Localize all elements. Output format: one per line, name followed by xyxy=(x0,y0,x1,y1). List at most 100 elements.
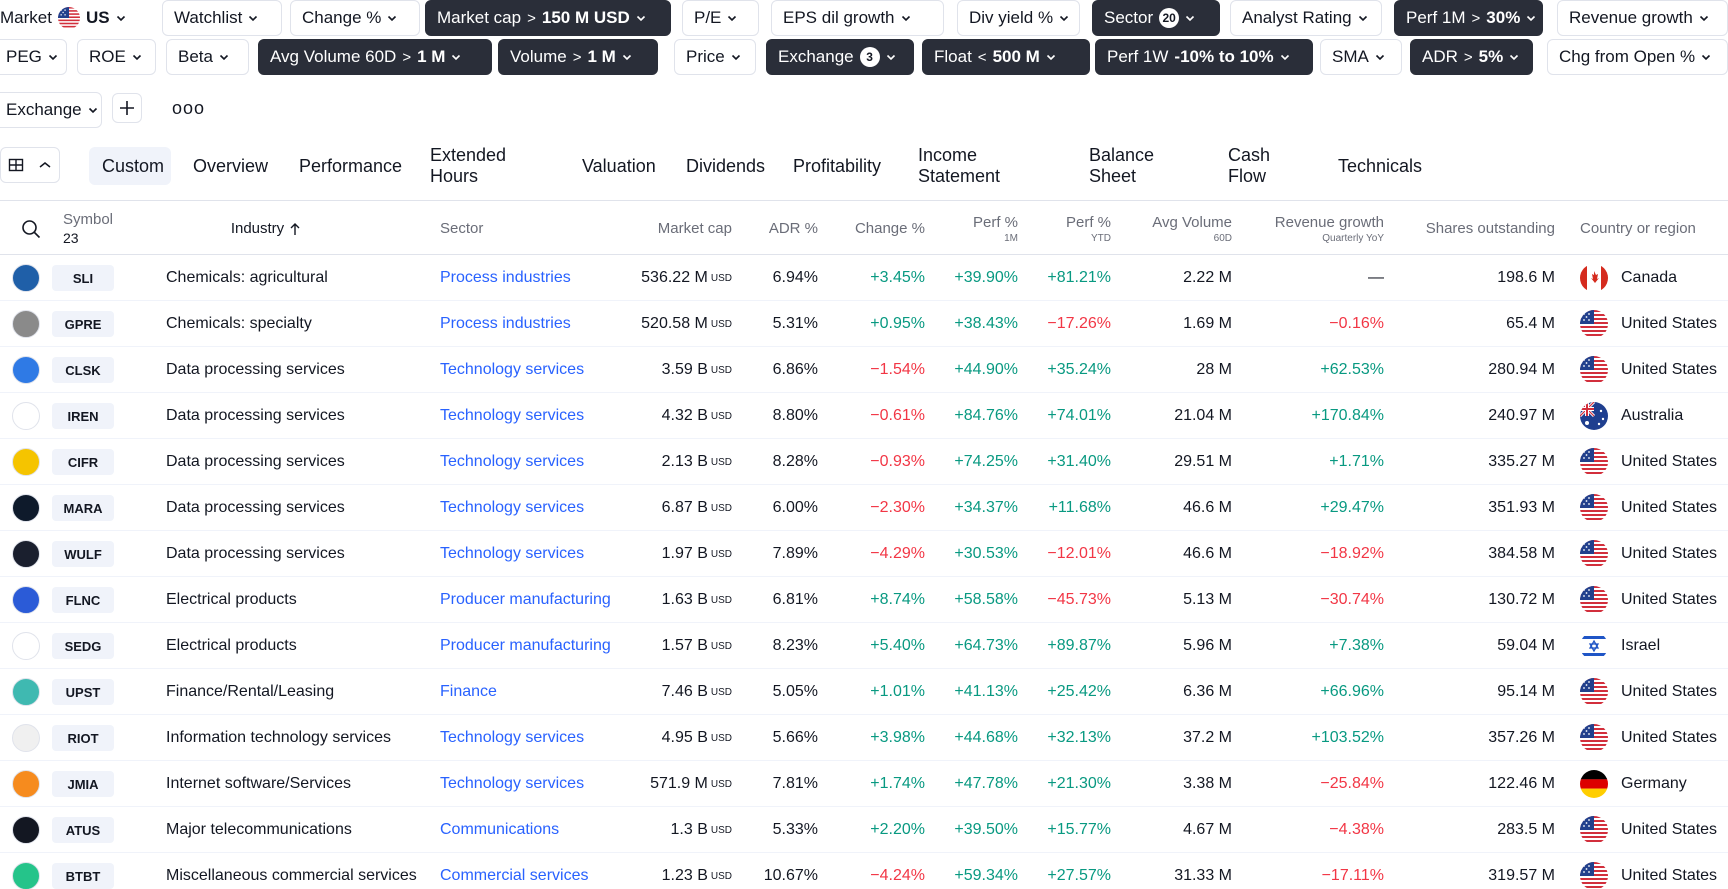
symbol-link[interactable]: BTBT xyxy=(52,863,114,889)
table-row[interactable]: GPRE Chemicals: specialty Process indust… xyxy=(0,301,1728,347)
filter-sector[interactable]: Sector 20 xyxy=(1092,0,1220,36)
sector-link[interactable]: Technology services xyxy=(440,361,585,378)
filter-float[interactable]: Float <500 M xyxy=(922,39,1090,75)
symbol-link[interactable]: CIFR xyxy=(52,449,114,475)
adr-cell: 7.81% xyxy=(772,775,818,792)
symbol-link[interactable]: SEDG xyxy=(52,633,114,659)
tab-profitability[interactable]: Profitability xyxy=(793,155,882,176)
filter-volume[interactable]: Volume >1 M xyxy=(498,39,658,75)
sector-link[interactable]: Process industries xyxy=(440,315,571,332)
sector-link[interactable]: Technology services xyxy=(440,499,585,516)
filter-exchange[interactable]: Exchange xyxy=(0,92,102,128)
table-row[interactable]: BTBT Miscellaneous commercial services C… xyxy=(0,853,1728,889)
sector-link[interactable]: Process industries xyxy=(440,269,571,286)
filter-market-cap[interactable]: Market cap >150 M USD xyxy=(425,0,671,36)
tab-dividends[interactable]: Dividends xyxy=(686,155,766,176)
symbol-link[interactable]: ATUS xyxy=(52,817,114,843)
filter-analyst-rating[interactable]: Analyst Rating xyxy=(1230,0,1382,36)
header-revenue-growth[interactable]: Revenue growth Quarterly YoY xyxy=(1250,201,1384,256)
filter-roe[interactable]: ROE xyxy=(77,39,156,75)
table-row[interactable]: FLNC Electrical products Producer manufa… xyxy=(0,577,1728,623)
table-row[interactable]: MARA Data processing services Technology… xyxy=(0,485,1728,531)
table-row[interactable]: ATUS Major telecommunications Communicat… xyxy=(0,807,1728,853)
tab-performance[interactable]: Performance xyxy=(299,155,403,176)
market-cap-unit: USD xyxy=(710,686,732,698)
filter-peg[interactable]: PEG xyxy=(0,39,67,75)
filter-exchange[interactable]: Exchange 3 xyxy=(766,39,914,75)
filter-beta[interactable]: Beta xyxy=(166,39,249,75)
filter-change[interactable]: Change % xyxy=(290,0,420,36)
revenue-growth-cell: −25.84% xyxy=(1320,775,1384,792)
sector-link[interactable]: Commercial services xyxy=(440,867,589,884)
chevron-up-icon xyxy=(39,162,51,168)
add-filter-button[interactable] xyxy=(112,93,142,123)
filter-sma[interactable]: SMA xyxy=(1320,39,1402,75)
table-row[interactable]: SEDG Electrical products Producer manufa… xyxy=(0,623,1728,669)
sector-link[interactable]: Technology services xyxy=(440,775,585,792)
tab-balance-sheet[interactable]: Balance Sheet xyxy=(1089,145,1155,186)
symbol-link[interactable]: IREN xyxy=(52,403,114,429)
sector-link[interactable]: Producer manufacturing xyxy=(440,637,611,654)
header-change[interactable]: Change % xyxy=(830,201,925,256)
sector-link[interactable]: Producer manufacturing xyxy=(440,591,611,608)
symbol-link[interactable]: FLNC xyxy=(52,587,114,613)
symbol-link[interactable]: RIOT xyxy=(52,725,114,751)
filter-avg-volume-60d[interactable]: Avg Volume 60D >1 M xyxy=(258,39,492,75)
more-filters-button[interactable]: ooo xyxy=(172,93,205,123)
tab-extended-hours[interactable]: Extended Hours xyxy=(430,145,507,186)
market-cap-cell: 4.32 B USD xyxy=(600,393,732,439)
header-sector[interactable]: Sector xyxy=(440,201,560,256)
header-industry[interactable]: Industry xyxy=(166,201,366,256)
company-logo-icon xyxy=(12,632,40,660)
header-country[interactable]: Country or region xyxy=(1580,201,1728,256)
filter-eps-dil-growth[interactable]: EPS dil growth xyxy=(771,0,944,36)
tab-cash-flow[interactable]: Cash Flow xyxy=(1228,145,1271,186)
table-row[interactable]: UPST Finance/Rental/Leasing Finance 7.46… xyxy=(0,669,1728,715)
table-search-button[interactable] xyxy=(16,201,46,256)
filter-watchlist[interactable]: Watchlist xyxy=(162,0,282,36)
filter-chg-from-open[interactable]: Chg from Open % xyxy=(1547,39,1728,75)
table-row[interactable]: RIOT Information technology services Tec… xyxy=(0,715,1728,761)
sector-link[interactable]: Technology services xyxy=(440,545,585,562)
view-toggle-button[interactable] xyxy=(0,147,60,183)
symbol-link[interactable]: JMIA xyxy=(52,771,114,797)
symbol-link[interactable]: GPRE xyxy=(52,311,114,337)
symbol-link[interactable]: WULF xyxy=(52,541,114,567)
symbol-link[interactable]: SLI xyxy=(52,265,114,291)
header-symbol[interactable]: Symbol 23 xyxy=(63,201,143,256)
symbol-link[interactable]: MARA xyxy=(52,495,114,521)
table-row[interactable]: IREN Data processing services Technology… xyxy=(0,393,1728,439)
tab-technicals[interactable]: Technicals xyxy=(1338,155,1423,176)
table-row[interactable]: WULF Data processing services Technology… xyxy=(0,531,1728,577)
filter-div-yield[interactable]: Div yield % xyxy=(957,0,1080,36)
tab-valuation[interactable]: Valuation xyxy=(582,155,656,176)
filter-adr[interactable]: ADR >5% xyxy=(1410,39,1533,75)
filter-perf-1m[interactable]: Perf 1M >30% xyxy=(1394,0,1543,36)
header-perf-ytd[interactable]: Perf % YTD xyxy=(1030,201,1111,256)
table-row[interactable]: CIFR Data processing services Technology… xyxy=(0,439,1728,485)
filter-p-e[interactable]: P/E xyxy=(682,0,759,36)
header-adr[interactable]: ADR % xyxy=(745,201,818,256)
header-shares-outstanding[interactable]: Shares outstanding xyxy=(1400,201,1555,256)
filter-revenue-growth[interactable]: Revenue growth xyxy=(1557,0,1728,36)
tab-custom[interactable]: Custom xyxy=(89,147,171,185)
symbol-link[interactable]: CLSK xyxy=(52,357,114,383)
tab-income-statement[interactable]: Income Statement xyxy=(918,145,1001,186)
perf-ytd-cell: +31.40% xyxy=(1047,453,1111,470)
table-row[interactable]: JMIA Internet software/Services Technolo… xyxy=(0,761,1728,807)
filter-market[interactable]: Market US xyxy=(0,0,126,36)
symbol-link[interactable]: UPST xyxy=(52,679,114,705)
sector-link[interactable]: Technology services xyxy=(440,729,585,746)
table-row[interactable]: SLI Chemicals: agricultural Process indu… xyxy=(0,255,1728,301)
filter-perf-1w[interactable]: Perf 1W -10% to 10% xyxy=(1095,39,1313,75)
table-row[interactable]: CLSK Data processing services Technology… xyxy=(0,347,1728,393)
sector-link[interactable]: Technology services xyxy=(440,407,585,424)
sector-link[interactable]: Technology services xyxy=(440,453,585,470)
header-perf-1m[interactable]: Perf % 1M xyxy=(940,201,1018,256)
sector-link[interactable]: Finance xyxy=(440,683,497,700)
tab-overview[interactable]: Overview xyxy=(193,155,269,176)
filter-price[interactable]: Price xyxy=(674,39,756,75)
header-market-cap[interactable]: Market cap xyxy=(600,201,732,256)
header-avg-volume[interactable]: Avg Volume 60D xyxy=(1130,201,1232,256)
sector-link[interactable]: Communications xyxy=(440,821,560,838)
